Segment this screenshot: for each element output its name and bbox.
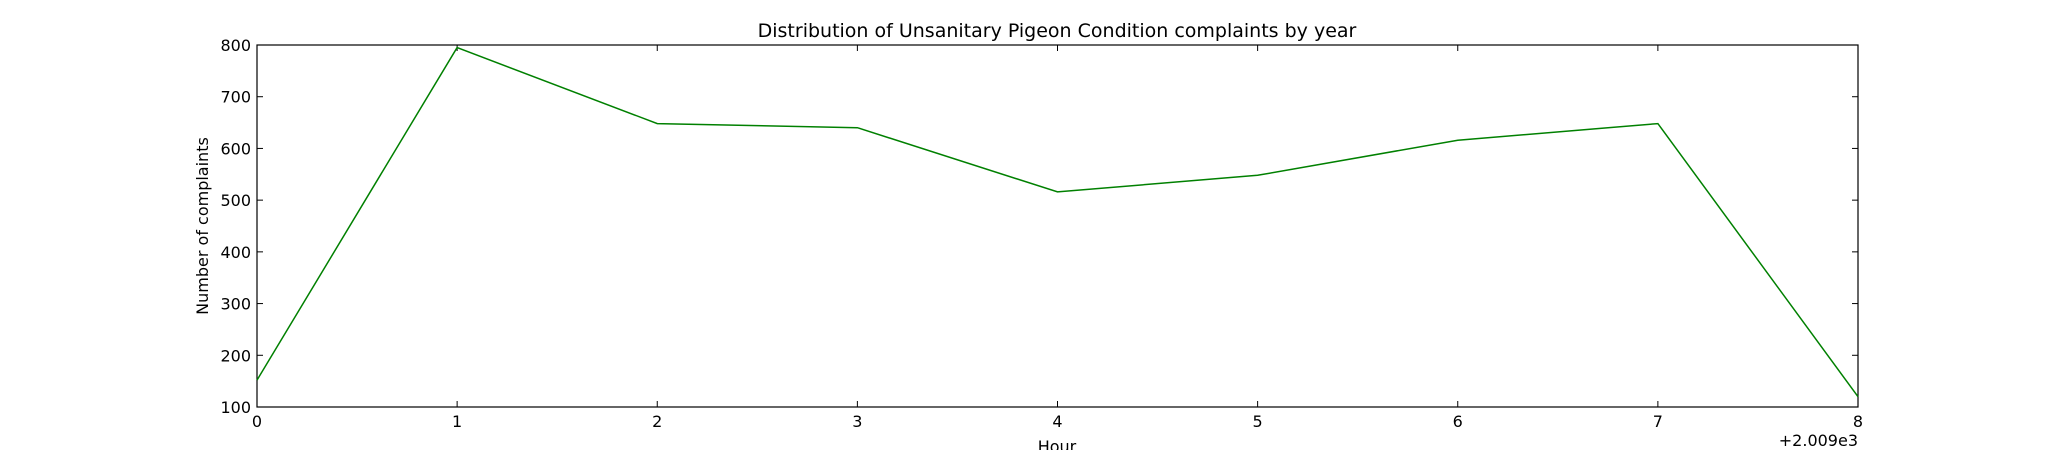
series-line (257, 48, 1858, 397)
y-tick-label: 200 (220, 346, 251, 365)
x-tick-label: 3 (852, 412, 862, 431)
y-tick-label: 800 (220, 36, 251, 55)
y-tick-label: 600 (220, 139, 251, 158)
y-tick-label: 700 (220, 88, 251, 107)
series-layer (257, 48, 1858, 397)
x-offset-label: +2.009e3 (1779, 431, 1858, 450)
y-tick-label: 400 (220, 243, 251, 262)
y-tick-label: 300 (220, 295, 251, 314)
x-axis: 0 1 2 3 4 5 6 7 8 (252, 45, 1863, 431)
x-tick-label: 1 (452, 412, 462, 431)
x-tick-label: 2 (652, 412, 662, 431)
y-axis: 100 200 300 400 500 600 700 800 (220, 36, 1858, 417)
x-tick-label: 8 (1853, 412, 1863, 431)
chart-title: Distribution of Unsanitary Pigeon Condit… (758, 20, 1357, 42)
x-tick-label: 7 (1653, 412, 1663, 431)
x-tick-label: 5 (1253, 412, 1263, 431)
y-axis-title: Number of complaints (193, 137, 212, 315)
x-tick-label: 0 (252, 412, 262, 431)
y-tick-label: 100 (220, 398, 251, 417)
y-tick-label: 500 (220, 191, 251, 210)
x-tick-label: 4 (1052, 412, 1062, 431)
x-axis-title: Hour (1038, 437, 1077, 450)
plot-frame (257, 45, 1858, 407)
x-tick-label: 6 (1453, 412, 1463, 431)
